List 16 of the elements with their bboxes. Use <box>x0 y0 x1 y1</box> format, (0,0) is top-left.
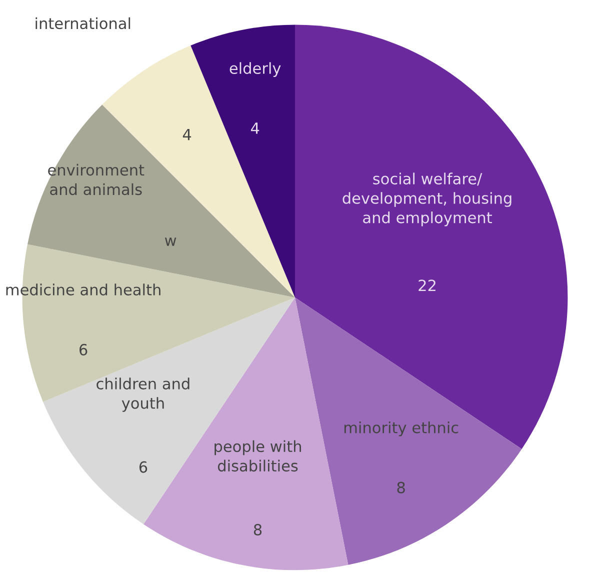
slice-label: medicine and health <box>6 284 160 296</box>
data-label: w <box>164 238 176 246</box>
pie-slice <box>190 24 295 298</box>
data-label: 6 <box>139 461 148 473</box>
slice-label: international <box>36 17 130 30</box>
data-label: 4 <box>182 128 192 140</box>
slice-label: social welfare/ development, housing and employment <box>342 172 512 226</box>
slice-label: minority ethnic <box>344 422 458 436</box>
data-label: 8 <box>254 524 262 536</box>
slice-label: elderly <box>230 62 281 77</box>
data-label: 6 <box>80 344 88 356</box>
data-label: 8 <box>397 482 405 494</box>
slice-label: children and youth <box>96 378 190 412</box>
data-label: 22 <box>418 280 436 291</box>
slice-label: people with disabilities <box>214 440 301 472</box>
data-label: 4 <box>250 122 260 134</box>
